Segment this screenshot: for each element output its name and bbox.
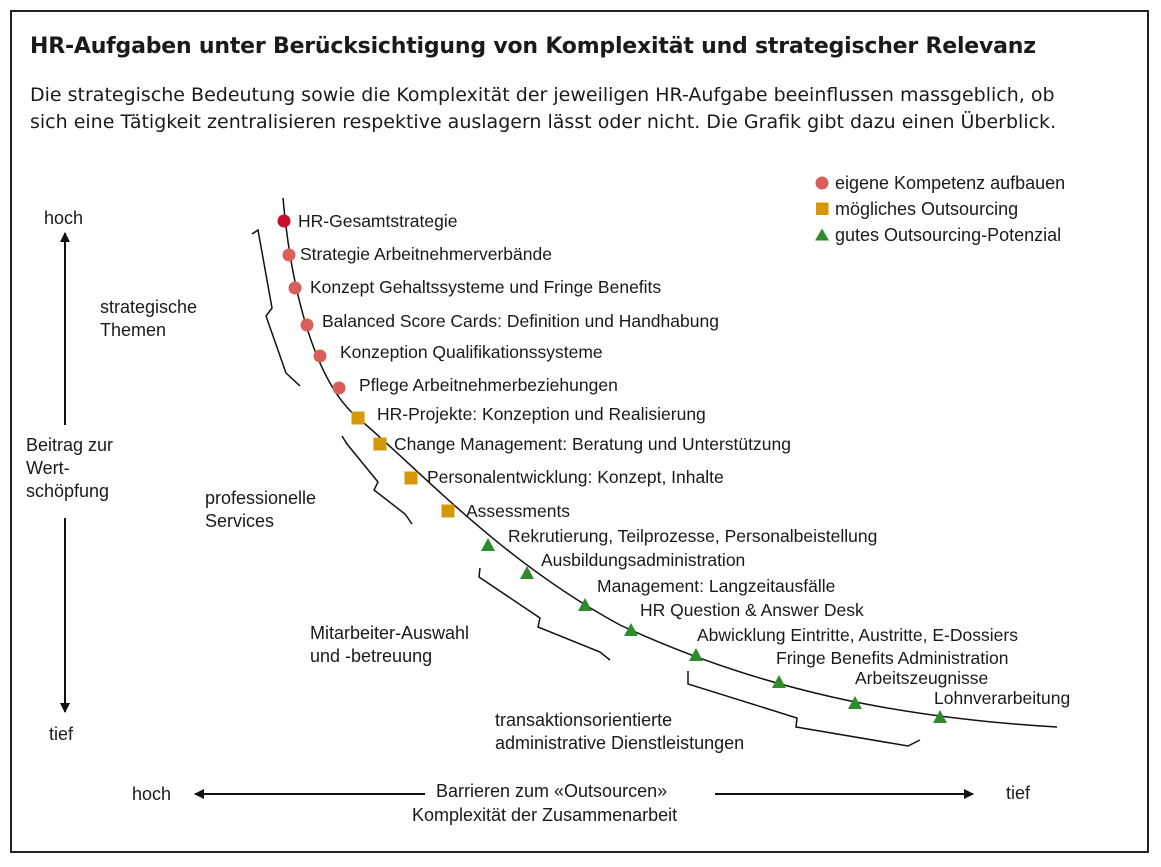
- task-label: Fringe Benefits Administration: [776, 648, 1009, 668]
- legend: eigene Kompetenz aufbauen mögliches Outs…: [815, 172, 1065, 250]
- task-label: Strategie Arbeitnehmerverbände: [300, 244, 552, 264]
- task-label: Konzeption Qualifikationssysteme: [340, 342, 603, 362]
- task-label: Personalentwicklung: Konzept, Inhalte: [427, 467, 724, 487]
- group-professional: professionelle Services: [205, 487, 316, 533]
- task-label: Lohnverarbeitung: [934, 688, 1071, 708]
- group-admin-line-2: administrative Dienstleistungen: [495, 733, 745, 753]
- brace-employee: [478, 567, 611, 661]
- group-employee: Mitarbeiter-Auswahl und -betreuung: [310, 622, 469, 668]
- triangle-marker: [481, 538, 495, 551]
- circle-marker-icon: [815, 176, 829, 190]
- task-label: Balanced Score Cards: Definition und Han…: [322, 311, 719, 331]
- y-axis-title: Beitrag zur Wert- schöpfung: [26, 434, 113, 503]
- triangle-marker-icon: [815, 228, 829, 241]
- task-label: HR-Gesamtstrategie: [298, 211, 458, 231]
- figure-frame: [10, 10, 1149, 853]
- task-label: Change Management: Beratung und Unterstü…: [394, 434, 791, 454]
- y-axis-title-line-3: schöpfung: [26, 481, 110, 501]
- subtitle-line-1: Die strategische Bedeutung sowie die Kom…: [30, 84, 1055, 106]
- x-axis-title-line-1: Barrieren zum «Outsourcen»: [436, 781, 668, 801]
- legend-item-good-outsourcing: gutes Outsourcing-Potenzial: [815, 224, 1065, 250]
- square-marker-icon: [816, 202, 829, 215]
- brace-strategic: [251, 228, 301, 387]
- brace-admin: [687, 671, 921, 747]
- figure-subtitle: Die strategische Bedeutung sowie die Kom…: [30, 82, 1130, 136]
- group-professional-line-2: Services: [205, 511, 275, 531]
- x-axis-title-line-2: Komplexität der Zusammenarbeit: [412, 805, 678, 825]
- square-marker: [404, 471, 418, 485]
- subtitle-line-2: sich eine Tätigkeit zentralisieren respe…: [30, 111, 1057, 133]
- task-label: Ausbildungsadministration: [541, 550, 746, 570]
- task-label: HR Question & Answer Desk: [640, 600, 864, 620]
- circle-marker: [277, 214, 291, 228]
- figure-title: HR-Aufgaben unter Berücksichtigung von K…: [30, 34, 1036, 59]
- group-employee-line-1: Mitarbeiter-Auswahl: [310, 623, 470, 643]
- brace-professional: [341, 435, 413, 525]
- square-marker: [351, 411, 365, 425]
- circle-marker: [313, 349, 327, 363]
- group-admin-line-1: transaktionsorientierte: [495, 710, 673, 730]
- square-marker: [373, 437, 387, 451]
- task-label: Arbeitszeugnisse: [855, 668, 989, 688]
- task-label: Management: Langzeitausfälle: [597, 576, 836, 596]
- group-strategic-line-1: strategische: [100, 297, 198, 317]
- task-label: Abwicklung Eintritte, Austritte, E-Dossi…: [697, 625, 1018, 645]
- circle-marker: [282, 248, 296, 262]
- triangle-marker: [772, 675, 786, 688]
- triangle-marker: [848, 696, 862, 709]
- legend-label: gutes Outsourcing-Potenzial: [835, 225, 1062, 245]
- group-employee-line-2: und -betreuung: [310, 646, 433, 666]
- y-axis-title-line-1: Beitrag zur: [26, 435, 114, 455]
- task-label: HR-Projekte: Konzeption und Realisierung: [377, 404, 706, 424]
- group-professional-line-1: professionelle: [205, 488, 317, 508]
- task-label: Pflege Arbeitnehmerbeziehungen: [359, 375, 618, 395]
- triangle-marker: [520, 566, 534, 579]
- triangle-marker: [933, 710, 947, 723]
- x-axis-left-label: hoch: [132, 784, 172, 804]
- y-axis-title-line-2: Wert-: [26, 458, 70, 478]
- x-axis-right-label: tief: [1006, 783, 1031, 803]
- legend-label: eigene Kompetenz aufbauen: [835, 173, 1066, 193]
- circle-marker: [300, 318, 314, 332]
- task-label: Rekrutierung, Teilprozesse, Personalbeis…: [508, 526, 878, 546]
- legend-label: mögliches Outsourcing: [835, 199, 1019, 219]
- circle-marker: [288, 281, 302, 295]
- triangle-marker: [624, 623, 638, 636]
- y-axis-bottom-label: tief: [49, 724, 74, 744]
- group-strategic-line-2: Themen: [100, 320, 167, 340]
- triangle-marker: [578, 598, 592, 611]
- legend-item-own-competence: eigene Kompetenz aufbauen: [815, 172, 1065, 198]
- circle-marker: [332, 381, 346, 395]
- group-admin: transaktionsorientierte administrative D…: [495, 709, 744, 755]
- task-label: Assessments: [466, 501, 571, 521]
- square-marker: [441, 504, 455, 518]
- task-label: Konzept Gehaltssysteme und Fringe Benefi…: [310, 277, 662, 297]
- legend-item-possible-outsourcing: mögliches Outsourcing: [815, 198, 1065, 224]
- triangle-marker: [689, 648, 703, 661]
- group-strategic: strategische Themen: [100, 296, 197, 342]
- y-axis-top-label: hoch: [44, 208, 84, 228]
